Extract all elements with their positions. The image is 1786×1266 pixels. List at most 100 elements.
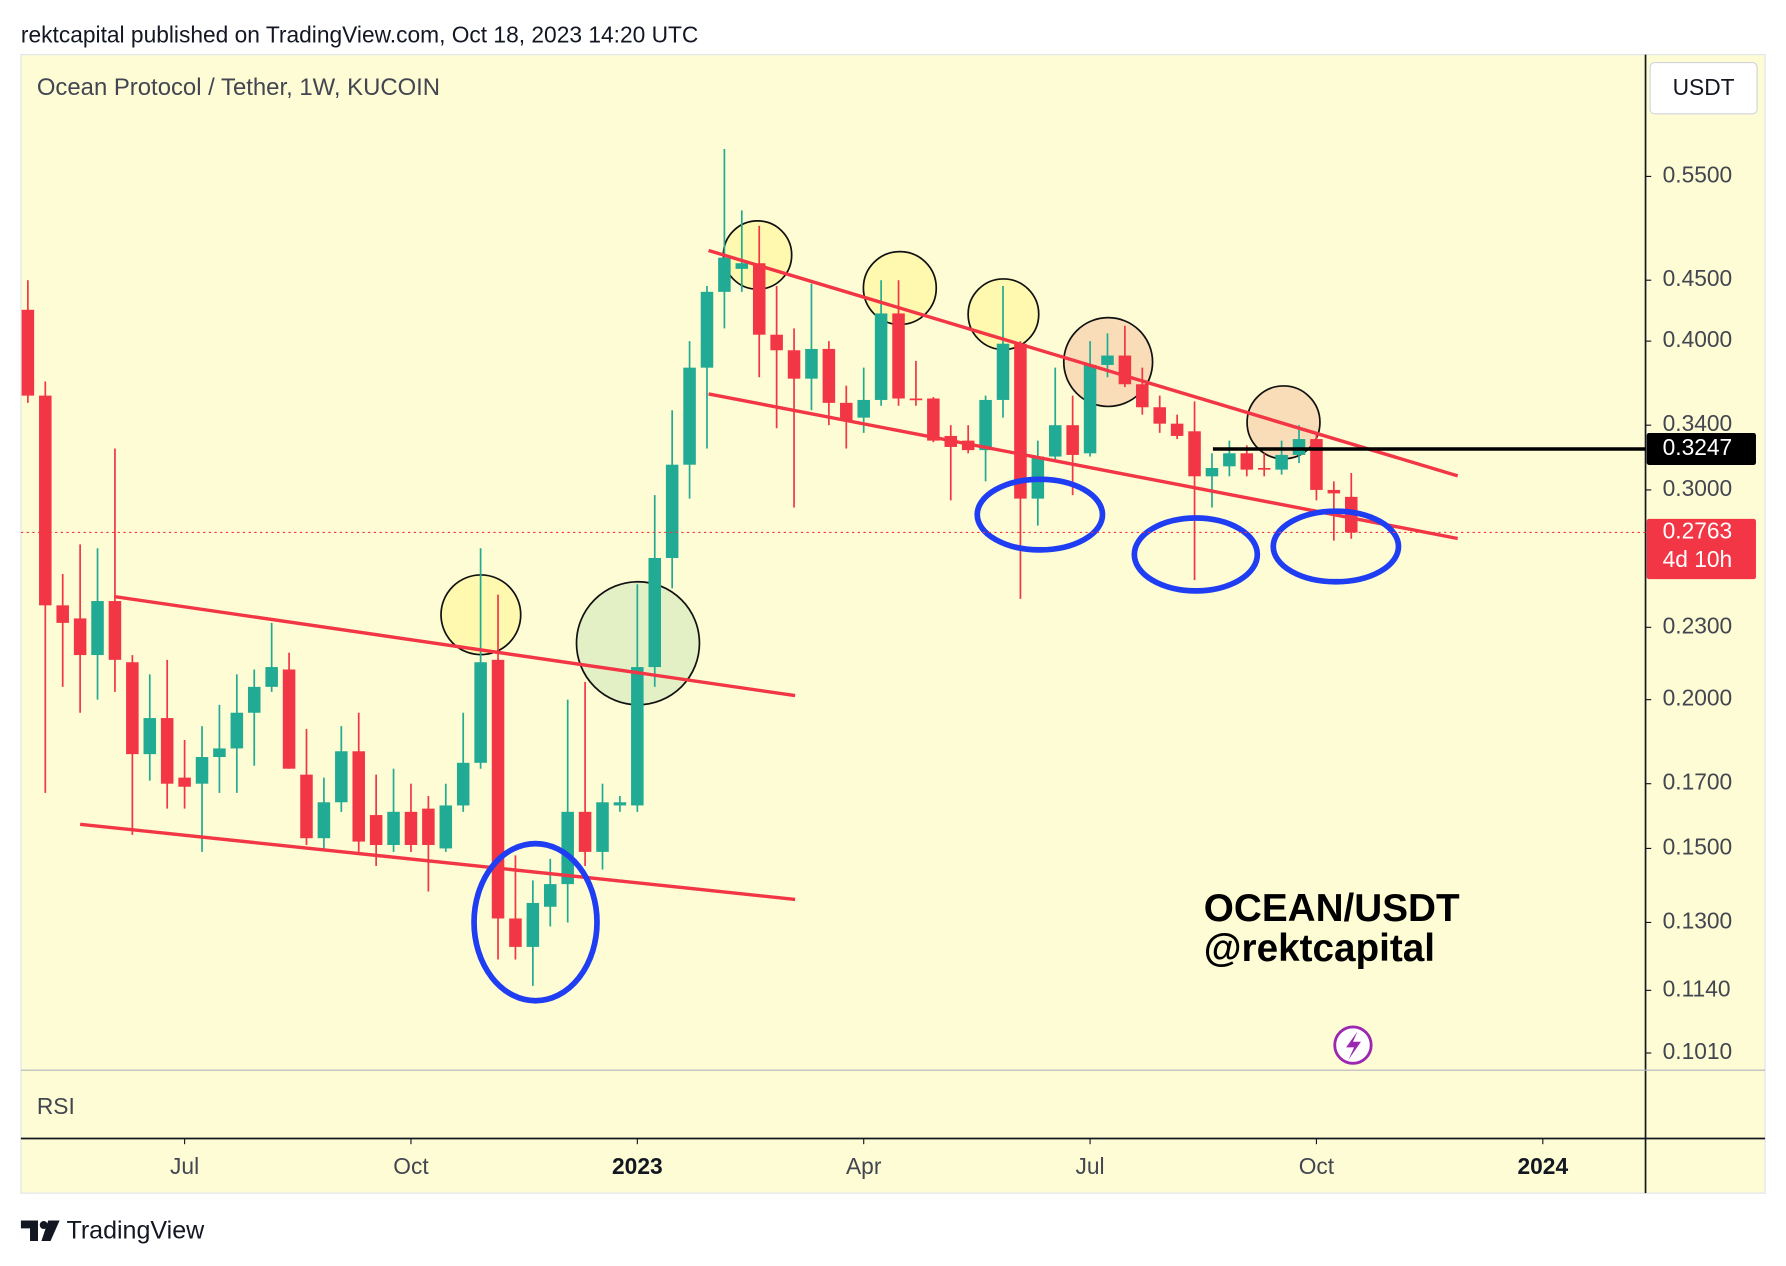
candle-body (474, 662, 487, 763)
y-tick-label: 0.1140 (1663, 975, 1731, 1001)
candle-body (1188, 431, 1201, 477)
candle-body (352, 751, 365, 842)
indicator-label: RSI (37, 1093, 75, 1119)
candle-body (979, 399, 992, 451)
x-tick-label: Oct (1299, 1153, 1335, 1179)
candle-body (456, 762, 470, 806)
candle-body (91, 601, 104, 656)
candle-body (422, 808, 435, 845)
candle-body (195, 757, 209, 784)
y-tick-label: 0.1300 (1663, 907, 1733, 933)
symbol-title: Ocean Protocol / Tether, 1W, KUCOIN (37, 74, 440, 101)
candle-body (874, 313, 888, 400)
currency-label: USDT (1673, 74, 1735, 100)
candle-body (700, 291, 714, 368)
candle-body (126, 662, 139, 755)
y-tick-label: 0.4500 (1663, 265, 1733, 291)
y-tick-label: 0.1700 (1663, 769, 1733, 795)
candle-body (613, 802, 627, 806)
candle-body (735, 263, 749, 269)
candle-body (1292, 439, 1306, 455)
candle-body (335, 751, 348, 803)
annotation: @rektcapital (1204, 927, 1435, 970)
y-tick-label: 0.4000 (1663, 326, 1733, 352)
y-tick-label: 0.2000 (1663, 685, 1733, 711)
candle-body (1275, 454, 1288, 470)
tradingview-logo (20, 1220, 60, 1241)
candle-body (770, 334, 783, 351)
candle-body (1205, 467, 1219, 477)
candle-body (787, 350, 801, 379)
chart-background (20, 54, 1766, 1194)
trend-line (114, 594, 796, 698)
logo-mark (20, 1220, 38, 1241)
y-tick-label: 0.2300 (1663, 612, 1733, 638)
candle-body (56, 605, 69, 623)
logo-mark (41, 1220, 60, 1241)
candle-body (491, 659, 505, 919)
candle-body (718, 257, 731, 292)
candle-body (665, 464, 679, 559)
lightning-glyph (1346, 1031, 1361, 1060)
candle-body (1101, 355, 1114, 365)
x-tick-label: 2023 (612, 1153, 663, 1179)
candle-body (282, 669, 296, 769)
trend-line (708, 248, 1459, 478)
candle-body (1118, 355, 1132, 385)
candle-body (317, 802, 331, 839)
candle-body (1014, 343, 1027, 499)
candle-body (892, 313, 905, 399)
candle-body (73, 618, 87, 656)
candle-body (300, 774, 313, 839)
candle-body (247, 686, 261, 713)
candle-body (108, 601, 122, 660)
candle-body (596, 802, 609, 852)
trend-lines (79, 248, 1459, 902)
hand-circle (974, 476, 1106, 553)
blue-circles (471, 476, 1402, 1004)
candle-body (648, 558, 662, 668)
candle-body (39, 395, 52, 606)
logo-mark (39, 1221, 48, 1229)
x-tick-label: Oct (393, 1153, 429, 1179)
candle-body (404, 811, 418, 845)
hand-circle (471, 840, 600, 1004)
y-tick-label: 0.3000 (1663, 475, 1733, 501)
y-tick-label: 0.3400 (1663, 410, 1733, 436)
candle-body (683, 367, 696, 465)
currency-button[interactable] (1649, 62, 1758, 115)
candle-body (1136, 384, 1149, 408)
y-tick-label: 0.1010 (1663, 1038, 1733, 1064)
candle-body (230, 712, 244, 749)
candle-body (213, 748, 226, 758)
candle-body (1223, 453, 1236, 467)
candle-body (1327, 489, 1341, 494)
candle-body (1153, 407, 1166, 424)
candle-body (1083, 364, 1097, 454)
candle-body (387, 811, 400, 845)
y-tick-label: 0.1500 (1663, 833, 1733, 859)
candle-body (578, 811, 592, 852)
candle-body (178, 777, 191, 787)
y-tick-label: 0.5500 (1663, 161, 1733, 187)
horizontal-line-tag (1646, 433, 1756, 465)
candle-body (1310, 439, 1323, 490)
candle-body (1066, 425, 1079, 455)
x-tick-label: Jul (1076, 1153, 1105, 1179)
candle-body (1048, 425, 1062, 457)
trend-line (79, 822, 796, 902)
candle-body (369, 815, 383, 845)
candle-body (526, 902, 540, 947)
candle-body (1240, 453, 1254, 470)
x-tick-label: Apr (846, 1153, 882, 1179)
candle-body (840, 402, 853, 421)
candle-body (439, 805, 453, 849)
hand-circle (1270, 508, 1402, 585)
candle-body (909, 398, 923, 401)
last-price-label: 0.2763 (1663, 518, 1733, 544)
candle-body (265, 667, 278, 687)
candle-body (561, 811, 574, 885)
candle-body (927, 398, 940, 441)
